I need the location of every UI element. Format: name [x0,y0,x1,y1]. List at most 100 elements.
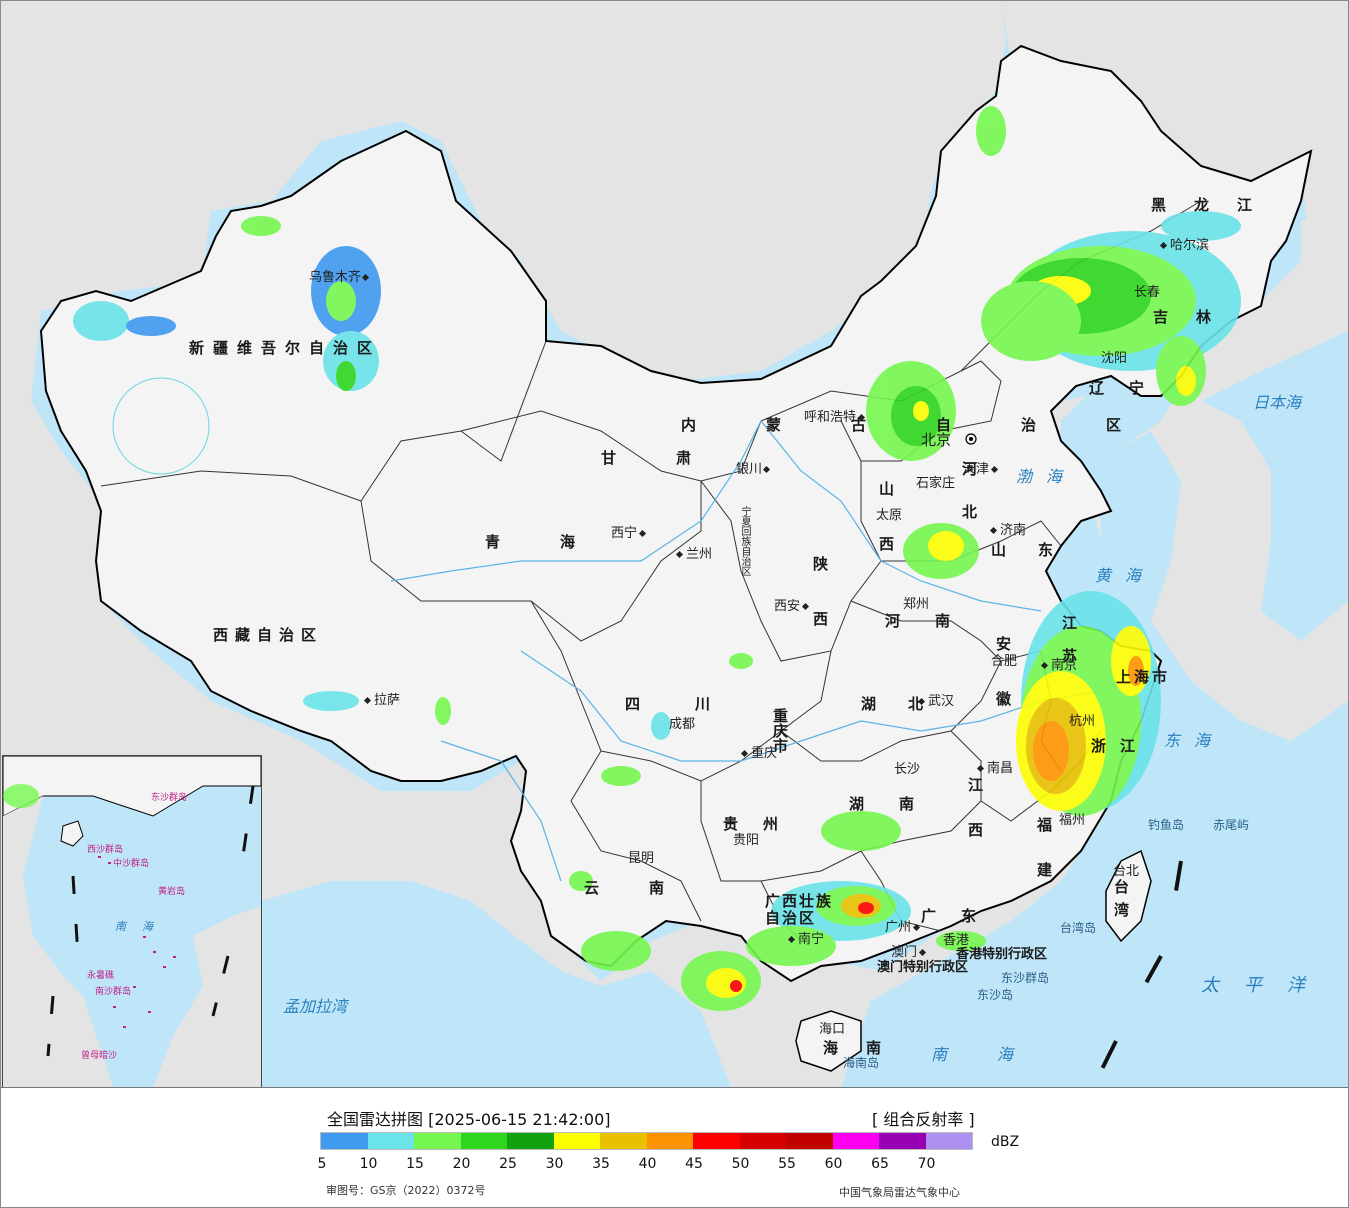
city-dot-icon [857,413,866,422]
city-label: 广州 [885,920,912,935]
city-marker[interactable]: 西安 [774,600,812,613]
city-marker[interactable]: 呼和浩特 [804,411,868,424]
unit-label: dBZ [991,1134,1020,1150]
city-marker[interactable]: 郑州 [903,598,929,611]
city-label: 太原 [876,508,903,523]
province-label-sichuan: 四川 [625,695,766,713]
color-swatch [925,1133,972,1149]
color-swatch [460,1133,507,1149]
map-canvas [1,1,1348,1087]
sea-label: 孟加拉湾 [283,997,348,1016]
color-scale-ticks: 5 10 15 20 25 30 35 40 45 50 55 60 65 70 [318,1156,940,1174]
city-marker[interactable]: 广州 [885,921,923,934]
data-source: 中国气象局雷达气象中心 [839,1186,960,1199]
color-scale-tick: 15 [406,1156,424,1172]
inset-label: 东沙群岛 [151,793,188,803]
city-label: 昆明 [628,851,655,866]
city-dot-icon [361,273,370,282]
color-scale-tick: 20 [452,1156,471,1172]
island-label: 海南岛 [843,1056,880,1070]
city-marker[interactable]: 南宁 [787,933,824,946]
city-marker[interactable]: 兰州 [675,547,713,562]
city-marker[interactable]: 长春 [1134,286,1160,299]
city-marker[interactable]: 重庆 [740,747,777,760]
city-label: 贵阳 [733,833,760,848]
city-marker[interactable]: 乌鲁木齐 [309,271,372,284]
color-scale [320,1132,973,1150]
city-marker[interactable]: 海口 [819,1023,845,1036]
color-swatch [646,1133,693,1149]
city-label: 香港 [943,933,970,948]
city-marker[interactable]: 南京 [1040,659,1077,672]
color-swatch [553,1133,600,1149]
color-scale-tick: 55 [778,1156,796,1172]
color-swatch [321,1133,368,1149]
city-marker[interactable]: 合肥 [991,655,1017,668]
city-marker[interactable]: 石家庄 [916,477,955,490]
product-type: [ 组合反射率 ] [872,1110,975,1129]
city-marker[interactable]: 南昌 [976,762,1013,775]
color-scale-tick: 40 [638,1156,657,1172]
city-label: 石家庄 [916,476,956,491]
city-marker[interactable]: 杭州 [1069,715,1095,728]
city-label: 哈尔滨 [1170,238,1210,253]
city-marker[interactable]: 武汉 [917,695,954,708]
province-label-liaoning: 辽宁 [1089,379,1170,397]
city-marker[interactable]: 香港 [943,934,969,947]
city-dot-icon [1040,661,1049,670]
city-marker[interactable]: 银川 [736,463,773,476]
city-marker[interactable]: 拉萨 [363,694,400,707]
city-label: 杭州 [1069,714,1096,729]
inset-label: 永暑礁 [87,971,115,981]
color-scale-tick: 10 [359,1156,378,1172]
city-label: 兰州 [686,547,713,562]
city-dot-icon [638,529,647,538]
color-swatch [507,1133,554,1149]
city-marker[interactable]: 澳门 [891,946,929,959]
sea-label: 太平洋 [1201,975,1330,996]
sea-label: 渤海 [1016,467,1077,486]
city-marker[interactable]: 北京 [921,433,951,448]
province-label-gansu: 甘肃 [601,449,752,467]
city-dot-icon [762,465,771,474]
city-marker[interactable]: 贵阳 [733,834,759,847]
city-marker[interactable]: 西宁 [611,527,649,540]
province-label-chongqing: 重庆市 [773,707,795,755]
province-label-henan: 河南 [885,612,986,630]
city-dot-icon [675,550,684,559]
province-label-hubei: 湖北 [861,695,956,713]
legend-panel: 全国雷达拼图 [2025-06-15 21:42:00] [ 组合反射率 ] 5… [1,1088,1348,1207]
inset-label: 曾母暗沙 [81,1051,118,1061]
city-marker[interactable]: 哈尔滨 [1159,238,1210,253]
city-dot-icon [976,764,985,773]
city-label: 北京 [921,431,952,449]
province-label-jiangxi: 江西 [966,777,984,867]
city-marker[interactable]: 长沙 [894,763,920,776]
province-label-anhui: 安徽 [994,636,1012,746]
city-marker[interactable]: 福州 [1059,814,1085,827]
color-swatch [414,1133,461,1149]
city-dot-icon [917,697,926,706]
city-dot-icon [363,696,372,705]
province-label-jilin: 吉林 [1153,308,1240,326]
city-marker[interactable]: 沈阳 [1101,352,1127,365]
city-label: 长沙 [894,762,921,777]
city-marker[interactable]: 太原 [876,509,902,522]
province-label-hongkong: 香港特别行政区 [956,947,1048,962]
inset-label: 黄岩岛 [158,887,186,897]
color-swatch [786,1133,833,1149]
city-marker[interactable]: 济南 [989,524,1026,537]
city-marker[interactable]: 台北 [1113,865,1139,878]
province-label-ningxia: 宁夏回族自治区 [739,506,750,576]
city-marker[interactable]: 昆明 [628,852,654,865]
radar-map[interactable]: 新疆维吾尔自治区 西藏自治区 青海 甘肃 内蒙古自治区 黑龙江 吉林 辽宁 河北… [1,1,1348,1088]
city-marker[interactable]: 成都 [669,718,695,731]
province-label-shanxi: 山西 [877,481,895,591]
color-scale-tick: 35 [592,1156,610,1172]
city-label: 乌鲁木齐 [309,270,362,285]
province-label-jiangsu: 江苏 [1060,615,1078,681]
city-label: 合肥 [991,654,1018,669]
inset-sea-label: 南海 [115,920,169,933]
city-marker[interactable]: 天津 [963,463,1001,476]
